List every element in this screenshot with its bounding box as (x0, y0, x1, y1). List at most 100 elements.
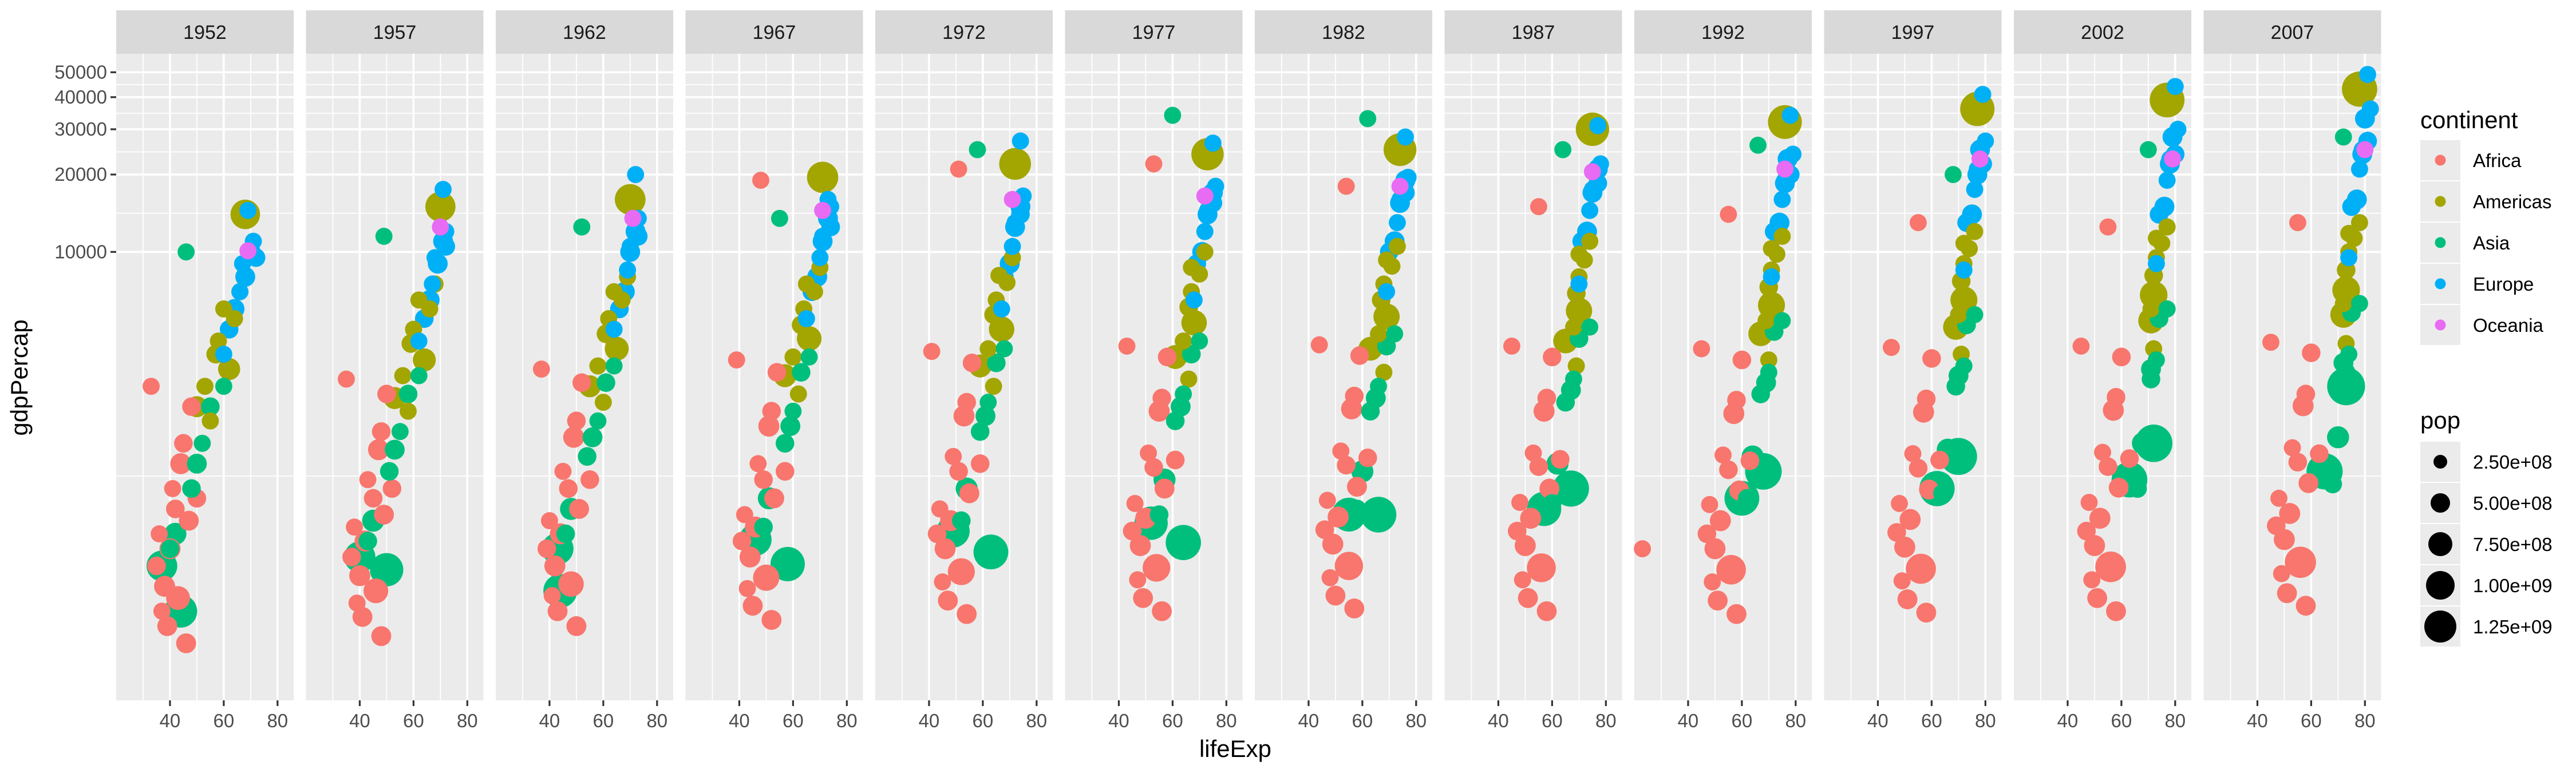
x-tick-label: 80 (1026, 710, 1047, 731)
data-points (2072, 78, 2187, 621)
y-axis: 10000 20000 30000 40000 50000 (54, 61, 116, 262)
data-point-europe (1199, 201, 1216, 219)
x-tick-label: 40 (1867, 710, 1888, 731)
data-point-africa (738, 580, 756, 597)
x-axis-title: lifeExp (1199, 735, 1271, 762)
data-point-oceania (2356, 141, 2374, 158)
data-point-asia (754, 517, 773, 537)
facet-panel-1997: 1997 40 60 80 (1824, 10, 2002, 731)
legend-continent: continent Africa Americas Asia Europe Oceani… (2420, 106, 2552, 345)
data-point-europe (605, 320, 623, 338)
data-point-africa (1904, 445, 1922, 462)
data-point-africa (1704, 573, 1721, 590)
data-point-europe (2147, 255, 2165, 272)
data-point-africa (1719, 460, 1738, 479)
data-point-africa (945, 447, 962, 465)
data-point-americas (1566, 298, 1593, 324)
data-point-africa (776, 462, 795, 481)
data-point-africa (580, 470, 599, 489)
data-point-oceania (1776, 160, 1793, 178)
data-point-africa (1897, 589, 1918, 609)
data-point-africa (1524, 444, 1542, 462)
data-point-asia (1552, 470, 1589, 507)
facet-strip-label: 1967 (753, 22, 796, 43)
data-point-africa (151, 525, 168, 542)
data-point-europe (811, 249, 829, 267)
data-point-europe (619, 261, 637, 279)
data-point-americas (196, 378, 214, 395)
data-point-africa (1154, 478, 1175, 499)
legend-continent-title: continent (2420, 106, 2518, 133)
data-point-americas (807, 161, 839, 193)
data-point-asia (380, 462, 399, 481)
data-point-asia (1348, 500, 1366, 518)
data-point-africa (1536, 601, 1557, 621)
data-point-americas (1966, 223, 1984, 240)
data-point-americas (589, 357, 607, 375)
data-point-asia (2139, 141, 2157, 158)
data-point-asia (770, 546, 805, 581)
data-point-africa (1310, 336, 1328, 354)
data-point-africa (349, 565, 370, 586)
data-point-africa (1520, 508, 1542, 529)
data-point-americas (999, 148, 1032, 180)
data-point-africa (566, 616, 587, 636)
legend-item-americas: Americas (2420, 181, 2552, 221)
facet-strip (1255, 10, 1432, 54)
data-point-africa (934, 573, 951, 590)
data-point-africa (1140, 444, 1157, 462)
data-point-europe (797, 310, 815, 327)
data-point-europe (1388, 214, 1406, 232)
data-point-africa (761, 610, 782, 630)
facet-strip (116, 10, 294, 54)
data-point-africa (767, 363, 787, 382)
data-point-americas (594, 394, 612, 411)
data-point-asia (784, 402, 802, 420)
data-point-asia (1554, 141, 1572, 158)
data-point-europe (1974, 86, 1992, 103)
data-point-asia (2327, 367, 2365, 406)
data-point-africa (1899, 509, 1921, 530)
data-point-africa (970, 454, 990, 473)
data-points (1118, 106, 1224, 621)
data-point-africa (1315, 520, 1334, 540)
data-point-africa (554, 462, 572, 480)
data-point-europe (1773, 191, 1791, 208)
x-tick-label: 40 (160, 710, 181, 731)
data-point-africa (1530, 198, 1547, 216)
data-point-americas (1950, 306, 1967, 323)
data-point-africa (1344, 598, 1365, 619)
data-point-oceania (1583, 163, 1601, 181)
data-point-africa (1704, 538, 1726, 560)
facet-panel-1967: 1967 40 60 80 (685, 10, 863, 731)
data-point-americas (400, 402, 417, 420)
data-point-africa (1551, 450, 1570, 469)
x-tick-label: 60 (1542, 710, 1563, 731)
data-point-asia (201, 397, 220, 416)
data-point-asia (573, 218, 591, 236)
data-point-asia (2142, 370, 2160, 389)
data-point-africa (2289, 214, 2306, 232)
data-point-africa (1508, 521, 1527, 541)
data-point-africa (170, 453, 192, 474)
data-point-europe (1581, 201, 1599, 219)
data-point-asia (1955, 357, 1973, 375)
data-point-americas (2350, 214, 2368, 232)
data-point-africa (1144, 458, 1163, 477)
facet-strip-label: 1987 (1512, 22, 1555, 43)
data-point-asia (370, 553, 404, 586)
facet-strip (2014, 10, 2191, 54)
data-point-africa (732, 532, 752, 550)
data-point-africa (153, 602, 171, 620)
data-point-africa (1152, 389, 1171, 407)
legend-size-swatch (2431, 493, 2450, 513)
x-tick-label: 60 (2111, 710, 2132, 731)
data-point-africa (563, 426, 584, 448)
data-point-africa (1716, 554, 1746, 585)
legend-pop-title: pop (2420, 407, 2460, 434)
data-point-africa (1701, 495, 1718, 513)
data-point-africa (382, 479, 402, 498)
data-point-asia (391, 423, 409, 441)
data-point-africa (938, 590, 958, 611)
